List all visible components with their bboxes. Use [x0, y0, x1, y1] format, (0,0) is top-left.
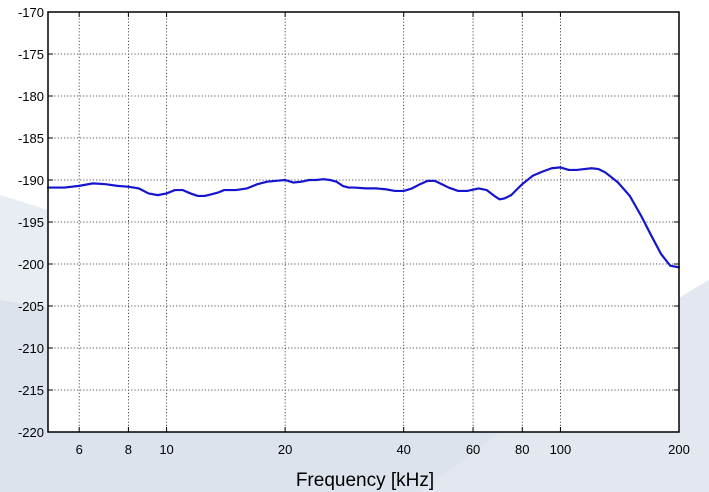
x-tick-label: 100	[550, 442, 572, 457]
ticks: 6 8 10 20 40 60 80 100 200 -220 -215 -210 -205 -200 -1…	[18, 5, 690, 457]
x-tick-label: 60	[466, 442, 480, 457]
x-tick-label: 8	[125, 442, 132, 457]
x-tick-label: 80	[515, 442, 529, 457]
y-tick-label: -210	[18, 341, 44, 356]
x-tick-label: 20	[278, 442, 292, 457]
y-tick-label: -215	[18, 383, 44, 398]
x-tick-label: 200	[668, 442, 690, 457]
y-tick-label: -175	[18, 47, 44, 62]
y-tick-label: -195	[18, 215, 44, 230]
plot-area	[48, 12, 679, 432]
y-tick-label: -200	[18, 257, 44, 272]
y-tick-label: -180	[18, 89, 44, 104]
x-tick-label: 6	[76, 442, 83, 457]
y-tick-label: -185	[18, 131, 44, 146]
y-tick-label: -205	[18, 299, 44, 314]
series-layer	[46, 166, 681, 269]
series-line	[46, 166, 681, 269]
y-tick-label: -220	[18, 425, 44, 440]
y-tick-label: -190	[18, 173, 44, 188]
y-tick-label: -170	[18, 5, 44, 20]
x-axis-label: Frequency [kHz]	[296, 470, 434, 491]
x-tick-label: 10	[159, 442, 173, 457]
x-tick-label: 40	[396, 442, 410, 457]
